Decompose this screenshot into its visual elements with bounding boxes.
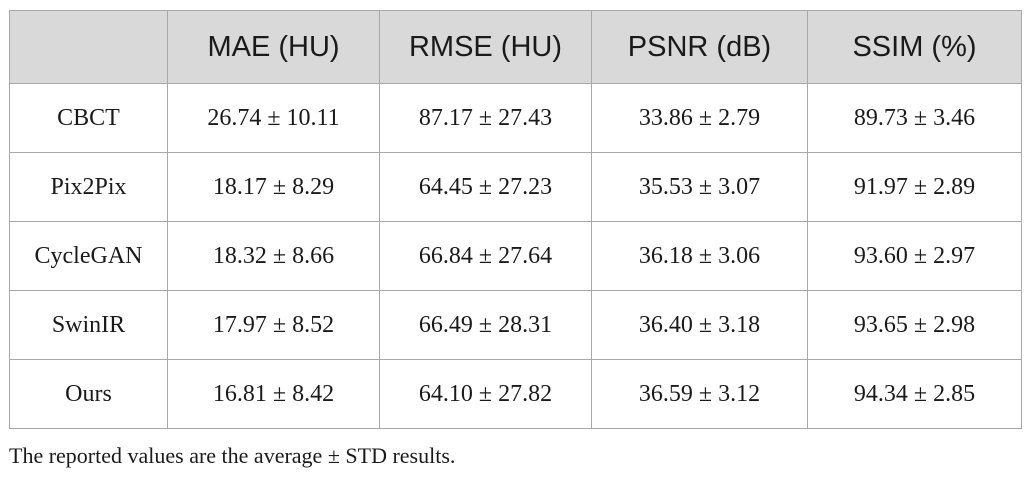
header-cell-psnr: PSNR (dB) bbox=[591, 10, 808, 84]
rmse-cell: 64.10 ± 27.82 bbox=[379, 359, 592, 429]
rmse-cell: 87.17 ± 27.43 bbox=[379, 83, 592, 153]
header-cell-method bbox=[9, 10, 168, 84]
ssim-cell: 93.65 ± 2.98 bbox=[807, 290, 1022, 360]
method-cell: CBCT bbox=[9, 83, 168, 153]
mae-cell: 16.81 ± 8.42 bbox=[167, 359, 380, 429]
method-cell: CycleGAN bbox=[9, 221, 168, 291]
table-body: CBCT 26.74 ± 10.11 87.17 ± 27.43 33.86 ±… bbox=[9, 83, 1022, 429]
table-row: CBCT 26.74 ± 10.11 87.17 ± 27.43 33.86 ±… bbox=[9, 83, 1022, 153]
table-header: MAE (HU) RMSE (HU) PSNR (dB) SSIM (%) bbox=[9, 10, 1022, 84]
results-table: MAE (HU) RMSE (HU) PSNR (dB) SSIM (%) CB… bbox=[9, 10, 1022, 429]
method-cell: SwinIR bbox=[9, 290, 168, 360]
mae-cell: 18.17 ± 8.29 bbox=[167, 152, 380, 222]
table-footnote: The reported values are the average ± ST… bbox=[9, 443, 456, 468]
psnr-cell: 36.40 ± 3.18 bbox=[591, 290, 808, 360]
table-row: Ours 16.81 ± 8.42 64.10 ± 27.82 36.59 ± … bbox=[9, 359, 1022, 429]
psnr-cell: 33.86 ± 2.79 bbox=[591, 83, 808, 153]
ssim-cell: 91.97 ± 2.89 bbox=[807, 152, 1022, 222]
psnr-cell: 36.18 ± 3.06 bbox=[591, 221, 808, 291]
psnr-cell: 36.59 ± 3.12 bbox=[591, 359, 808, 429]
ssim-cell: 89.73 ± 3.46 bbox=[807, 83, 1022, 153]
mae-cell: 17.97 ± 8.52 bbox=[167, 290, 380, 360]
header-cell-mae: MAE (HU) bbox=[167, 10, 380, 84]
psnr-cell: 35.53 ± 3.07 bbox=[591, 152, 808, 222]
ssim-cell: 94.34 ± 2.85 bbox=[807, 359, 1022, 429]
mae-cell: 18.32 ± 8.66 bbox=[167, 221, 380, 291]
table-row: SwinIR 17.97 ± 8.52 66.49 ± 28.31 36.40 … bbox=[9, 290, 1022, 360]
rmse-cell: 66.49 ± 28.31 bbox=[379, 290, 592, 360]
rmse-cell: 64.45 ± 27.23 bbox=[379, 152, 592, 222]
table-row: Pix2Pix 18.17 ± 8.29 64.45 ± 27.23 35.53… bbox=[9, 152, 1022, 222]
header-cell-rmse: RMSE (HU) bbox=[379, 10, 592, 84]
method-cell: Ours bbox=[9, 359, 168, 429]
mae-cell: 26.74 ± 10.11 bbox=[167, 83, 380, 153]
ssim-cell: 93.60 ± 2.97 bbox=[807, 221, 1022, 291]
method-cell: Pix2Pix bbox=[9, 152, 168, 222]
header-row: MAE (HU) RMSE (HU) PSNR (dB) SSIM (%) bbox=[9, 10, 1022, 84]
rmse-cell: 66.84 ± 27.64 bbox=[379, 221, 592, 291]
header-cell-ssim: SSIM (%) bbox=[807, 10, 1022, 84]
table-row: CycleGAN 18.32 ± 8.66 66.84 ± 27.64 36.1… bbox=[9, 221, 1022, 291]
